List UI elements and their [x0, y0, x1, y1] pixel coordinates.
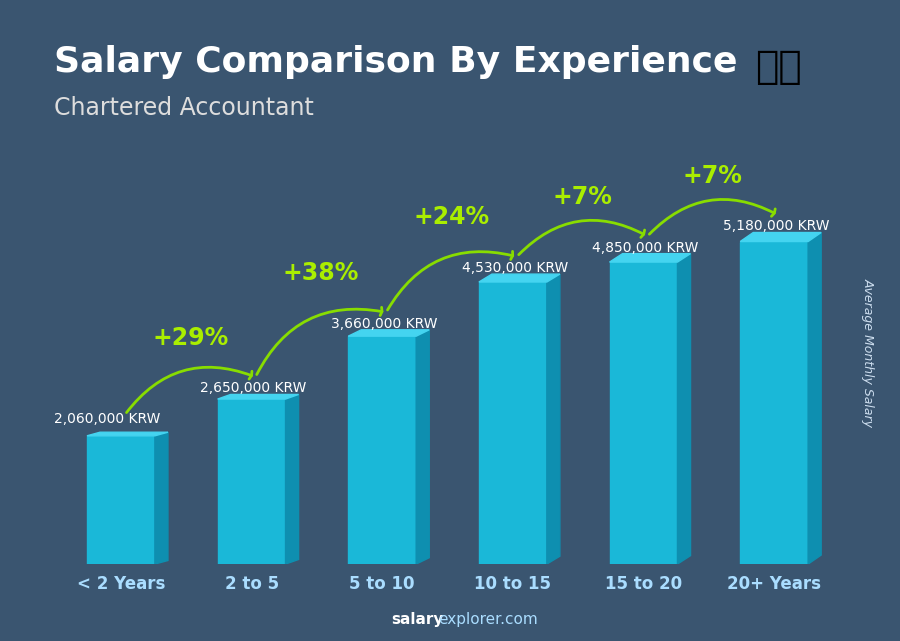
Polygon shape: [285, 394, 299, 564]
Polygon shape: [87, 432, 168, 436]
Text: 5,180,000 KRW: 5,180,000 KRW: [723, 219, 830, 233]
Text: +38%: +38%: [283, 261, 359, 285]
Text: 2,650,000 KRW: 2,650,000 KRW: [201, 381, 307, 395]
Bar: [218, 399, 285, 564]
Text: 4,530,000 KRW: 4,530,000 KRW: [462, 261, 568, 275]
Polygon shape: [808, 233, 821, 564]
Polygon shape: [218, 394, 299, 399]
Text: +7%: +7%: [553, 185, 612, 209]
Polygon shape: [547, 274, 560, 564]
Bar: [348, 336, 416, 564]
Text: Average Monthly Salary: Average Monthly Salary: [862, 278, 875, 427]
Text: explorer.com: explorer.com: [438, 612, 538, 627]
Text: 2,060,000 KRW: 2,060,000 KRW: [54, 412, 160, 426]
Polygon shape: [348, 330, 429, 336]
Text: Chartered Accountant: Chartered Accountant: [54, 96, 314, 120]
Text: 3,660,000 KRW: 3,660,000 KRW: [331, 317, 437, 331]
Text: +29%: +29%: [152, 326, 229, 350]
Bar: [740, 242, 808, 564]
Bar: [87, 436, 155, 564]
Polygon shape: [609, 254, 690, 262]
Text: salary: salary: [392, 612, 444, 627]
Bar: [479, 282, 547, 564]
Polygon shape: [479, 274, 560, 282]
Polygon shape: [740, 233, 821, 242]
Text: 4,850,000 KRW: 4,850,000 KRW: [592, 240, 698, 254]
Text: +24%: +24%: [413, 206, 490, 229]
Text: 🇰🇷: 🇰🇷: [755, 48, 802, 87]
Polygon shape: [678, 254, 690, 564]
Text: Salary Comparison By Experience: Salary Comparison By Experience: [54, 45, 737, 79]
Polygon shape: [416, 330, 429, 564]
Polygon shape: [155, 432, 168, 564]
Bar: [609, 262, 678, 564]
Text: +7%: +7%: [683, 164, 742, 188]
